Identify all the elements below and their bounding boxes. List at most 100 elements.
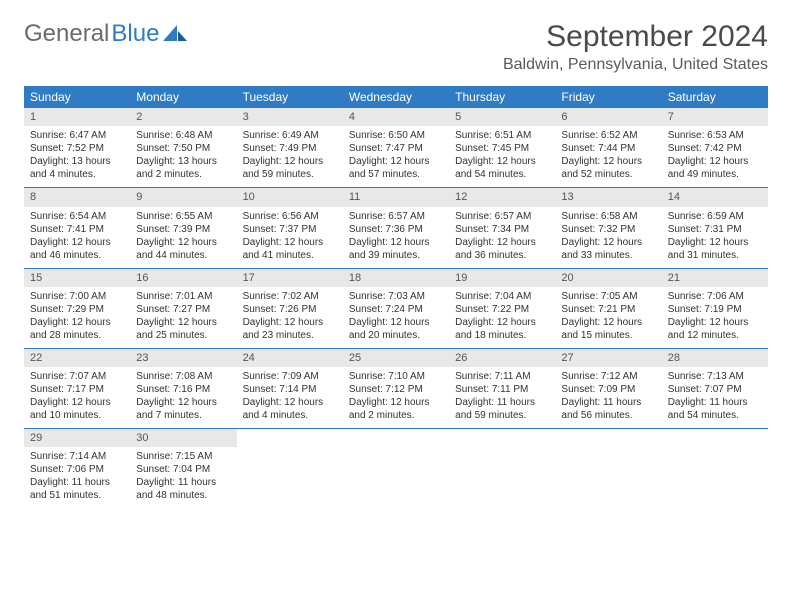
calendar-cell: 8Sunrise: 6:54 AMSunset: 7:41 PMDaylight… bbox=[24, 188, 130, 267]
day-details: Sunrise: 6:48 AMSunset: 7:50 PMDaylight:… bbox=[130, 126, 236, 187]
calendar-cell: 1Sunrise: 6:47 AMSunset: 7:52 PMDaylight… bbox=[24, 108, 130, 187]
calendar-cell: 12Sunrise: 6:57 AMSunset: 7:34 PMDayligh… bbox=[449, 188, 555, 267]
calendar-cell: 6Sunrise: 6:52 AMSunset: 7:44 PMDaylight… bbox=[555, 108, 661, 187]
day-details: Sunrise: 7:12 AMSunset: 7:09 PMDaylight:… bbox=[555, 367, 661, 428]
day-number: 6 bbox=[555, 108, 661, 126]
day-details: Sunrise: 6:49 AMSunset: 7:49 PMDaylight:… bbox=[237, 126, 343, 187]
day-header: Thursday bbox=[449, 86, 555, 108]
day-number: 12 bbox=[449, 188, 555, 206]
day-details: Sunrise: 7:01 AMSunset: 7:27 PMDaylight:… bbox=[130, 287, 236, 348]
day-number: 7 bbox=[662, 108, 768, 126]
day-details: Sunrise: 7:02 AMSunset: 7:26 PMDaylight:… bbox=[237, 287, 343, 348]
day-details: Sunrise: 6:55 AMSunset: 7:39 PMDaylight:… bbox=[130, 207, 236, 268]
day-number: 8 bbox=[24, 188, 130, 206]
day-number: 16 bbox=[130, 269, 236, 287]
calendar-cell: 7Sunrise: 6:53 AMSunset: 7:42 PMDaylight… bbox=[662, 108, 768, 187]
day-number: 5 bbox=[449, 108, 555, 126]
day-details: Sunrise: 6:59 AMSunset: 7:31 PMDaylight:… bbox=[662, 207, 768, 268]
day-number: 19 bbox=[449, 269, 555, 287]
day-details: Sunrise: 6:54 AMSunset: 7:41 PMDaylight:… bbox=[24, 207, 130, 268]
calendar-cell: 22Sunrise: 7:07 AMSunset: 7:17 PMDayligh… bbox=[24, 349, 130, 428]
calendar-cell: 23Sunrise: 7:08 AMSunset: 7:16 PMDayligh… bbox=[130, 349, 236, 428]
calendar-week: 22Sunrise: 7:07 AMSunset: 7:17 PMDayligh… bbox=[24, 349, 768, 429]
day-header: Friday bbox=[555, 86, 661, 108]
day-number: 2 bbox=[130, 108, 236, 126]
day-details: Sunrise: 7:09 AMSunset: 7:14 PMDaylight:… bbox=[237, 367, 343, 428]
calendar-cell: .. bbox=[555, 429, 661, 508]
day-details: Sunrise: 6:56 AMSunset: 7:37 PMDaylight:… bbox=[237, 207, 343, 268]
calendar-week: 8Sunrise: 6:54 AMSunset: 7:41 PMDaylight… bbox=[24, 188, 768, 268]
calendar-cell: 16Sunrise: 7:01 AMSunset: 7:27 PMDayligh… bbox=[130, 269, 236, 348]
calendar-cell: 24Sunrise: 7:09 AMSunset: 7:14 PMDayligh… bbox=[237, 349, 343, 428]
day-details: Sunrise: 6:47 AMSunset: 7:52 PMDaylight:… bbox=[24, 126, 130, 187]
day-number: 28 bbox=[662, 349, 768, 367]
calendar: SundayMondayTuesdayWednesdayThursdayFrid… bbox=[24, 86, 768, 508]
calendar-cell: 14Sunrise: 6:59 AMSunset: 7:31 PMDayligh… bbox=[662, 188, 768, 267]
day-details: Sunrise: 7:08 AMSunset: 7:16 PMDaylight:… bbox=[130, 367, 236, 428]
calendar-cell: 25Sunrise: 7:10 AMSunset: 7:12 PMDayligh… bbox=[343, 349, 449, 428]
day-number: 1 bbox=[24, 108, 130, 126]
calendar-cell: 9Sunrise: 6:55 AMSunset: 7:39 PMDaylight… bbox=[130, 188, 236, 267]
location-text: Baldwin, Pennsylvania, United States bbox=[503, 56, 768, 74]
day-number: 26 bbox=[449, 349, 555, 367]
day-header: Sunday bbox=[24, 86, 130, 108]
calendar-cell: 2Sunrise: 6:48 AMSunset: 7:50 PMDaylight… bbox=[130, 108, 236, 187]
day-number: 3 bbox=[237, 108, 343, 126]
calendar-cell: 10Sunrise: 6:56 AMSunset: 7:37 PMDayligh… bbox=[237, 188, 343, 267]
day-details: Sunrise: 7:11 AMSunset: 7:11 PMDaylight:… bbox=[449, 367, 555, 428]
day-details: Sunrise: 7:06 AMSunset: 7:19 PMDaylight:… bbox=[662, 287, 768, 348]
day-details: Sunrise: 7:07 AMSunset: 7:17 PMDaylight:… bbox=[24, 367, 130, 428]
logo-text-general: General bbox=[24, 20, 109, 48]
day-headers-row: SundayMondayTuesdayWednesdayThursdayFrid… bbox=[24, 86, 768, 108]
day-details: Sunrise: 7:13 AMSunset: 7:07 PMDaylight:… bbox=[662, 367, 768, 428]
day-details: Sunrise: 6:58 AMSunset: 7:32 PMDaylight:… bbox=[555, 207, 661, 268]
day-details: Sunrise: 7:05 AMSunset: 7:21 PMDaylight:… bbox=[555, 287, 661, 348]
day-details: Sunrise: 7:14 AMSunset: 7:06 PMDaylight:… bbox=[24, 447, 130, 508]
calendar-cell: 17Sunrise: 7:02 AMSunset: 7:26 PMDayligh… bbox=[237, 269, 343, 348]
day-number: 18 bbox=[343, 269, 449, 287]
calendar-cell: 4Sunrise: 6:50 AMSunset: 7:47 PMDaylight… bbox=[343, 108, 449, 187]
day-details: Sunrise: 6:50 AMSunset: 7:47 PMDaylight:… bbox=[343, 126, 449, 187]
day-number: 13 bbox=[555, 188, 661, 206]
calendar-week: 15Sunrise: 7:00 AMSunset: 7:29 PMDayligh… bbox=[24, 269, 768, 349]
day-number: 23 bbox=[130, 349, 236, 367]
day-number: 14 bbox=[662, 188, 768, 206]
calendar-cell: 21Sunrise: 7:06 AMSunset: 7:19 PMDayligh… bbox=[662, 269, 768, 348]
day-details: Sunrise: 7:04 AMSunset: 7:22 PMDaylight:… bbox=[449, 287, 555, 348]
day-details: Sunrise: 7:10 AMSunset: 7:12 PMDaylight:… bbox=[343, 367, 449, 428]
calendar-cell: 26Sunrise: 7:11 AMSunset: 7:11 PMDayligh… bbox=[449, 349, 555, 428]
day-number: 25 bbox=[343, 349, 449, 367]
day-number: 24 bbox=[237, 349, 343, 367]
calendar-cell: 19Sunrise: 7:04 AMSunset: 7:22 PMDayligh… bbox=[449, 269, 555, 348]
calendar-cell: .. bbox=[343, 429, 449, 508]
title-block: September 2024 Baldwin, Pennsylvania, Un… bbox=[503, 20, 768, 78]
day-number: 10 bbox=[237, 188, 343, 206]
day-number: 30 bbox=[130, 429, 236, 447]
month-title: September 2024 bbox=[503, 20, 768, 54]
day-number: 22 bbox=[24, 349, 130, 367]
day-header: Tuesday bbox=[237, 86, 343, 108]
day-details: Sunrise: 7:15 AMSunset: 7:04 PMDaylight:… bbox=[130, 447, 236, 508]
day-details: Sunrise: 7:03 AMSunset: 7:24 PMDaylight:… bbox=[343, 287, 449, 348]
calendar-cell: 27Sunrise: 7:12 AMSunset: 7:09 PMDayligh… bbox=[555, 349, 661, 428]
calendar-cell: 3Sunrise: 6:49 AMSunset: 7:49 PMDaylight… bbox=[237, 108, 343, 187]
day-number: 17 bbox=[237, 269, 343, 287]
logo: GeneralBlue bbox=[24, 20, 187, 48]
calendar-cell: 18Sunrise: 7:03 AMSunset: 7:24 PMDayligh… bbox=[343, 269, 449, 348]
day-number: 20 bbox=[555, 269, 661, 287]
calendar-cell: .. bbox=[237, 429, 343, 508]
day-number: 27 bbox=[555, 349, 661, 367]
calendar-cell: 30Sunrise: 7:15 AMSunset: 7:04 PMDayligh… bbox=[130, 429, 236, 508]
day-details: Sunrise: 7:00 AMSunset: 7:29 PMDaylight:… bbox=[24, 287, 130, 348]
day-number: 11 bbox=[343, 188, 449, 206]
calendar-cell: 20Sunrise: 7:05 AMSunset: 7:21 PMDayligh… bbox=[555, 269, 661, 348]
day-header: Saturday bbox=[662, 86, 768, 108]
calendar-cell: 11Sunrise: 6:57 AMSunset: 7:36 PMDayligh… bbox=[343, 188, 449, 267]
calendar-week: 29Sunrise: 7:14 AMSunset: 7:06 PMDayligh… bbox=[24, 429, 768, 508]
day-number: 29 bbox=[24, 429, 130, 447]
calendar-cell: 13Sunrise: 6:58 AMSunset: 7:32 PMDayligh… bbox=[555, 188, 661, 267]
calendar-cell: .. bbox=[449, 429, 555, 508]
logo-sail-icon bbox=[163, 23, 187, 41]
day-header: Wednesday bbox=[343, 86, 449, 108]
day-number: 15 bbox=[24, 269, 130, 287]
